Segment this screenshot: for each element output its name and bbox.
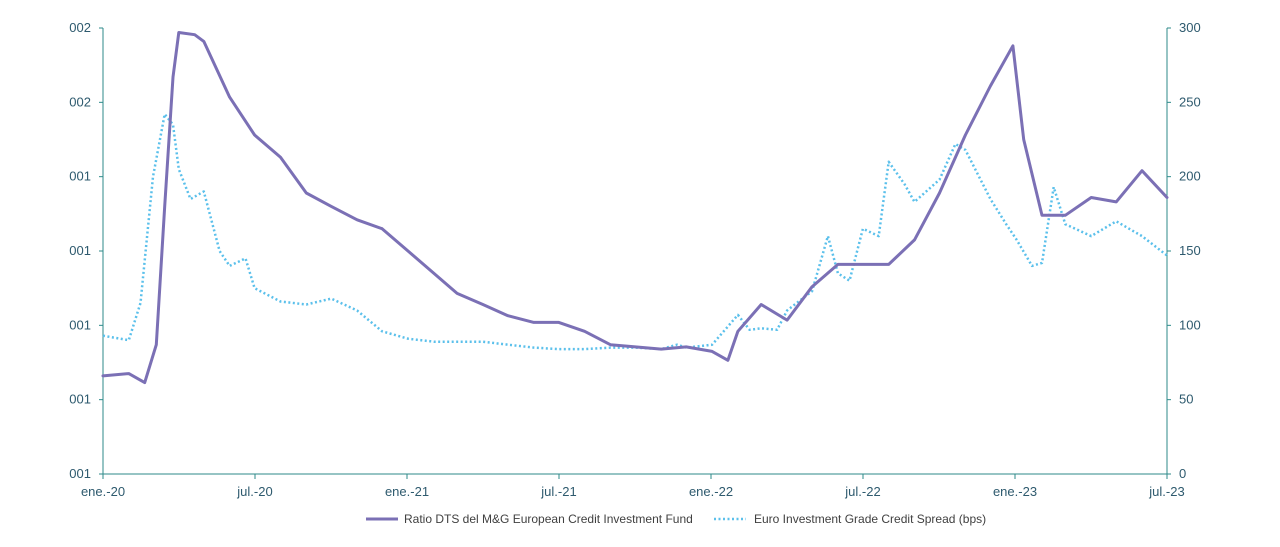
left-tick-label: 001 — [69, 466, 91, 481]
right-tick-label: 100 — [1179, 317, 1201, 332]
right-tick-label: 250 — [1179, 94, 1201, 109]
x-tick-label: jul.-21 — [540, 484, 576, 499]
right-axis-tick-labels: 0 50 100 150 200 250 300 — [1179, 20, 1201, 481]
legend: Ratio DTS del M&G European Credit Invest… — [366, 512, 986, 526]
legend-label-spread: Euro Investment Grade Credit Spread (bps… — [754, 512, 986, 526]
right-tick-label: 150 — [1179, 243, 1201, 258]
right-tick-label: 300 — [1179, 20, 1201, 35]
series-lines — [101, 31, 1169, 385]
x-tick-label: jul.-20 — [236, 484, 272, 499]
legend-label-fund: Ratio DTS del M&G European Credit Invest… — [404, 512, 693, 526]
spread-series-line — [102, 112, 1168, 351]
right-tick-label: 0 — [1179, 466, 1186, 481]
left-tick-label: 001 — [69, 317, 91, 332]
left-tick-label: 002 — [69, 94, 91, 109]
left-axis-tick-labels: 001 001 001 001 001 002 002 — [69, 20, 91, 481]
x-tick-label: ene.-23 — [993, 484, 1037, 499]
left-tick-label: 001 — [69, 169, 91, 184]
axes — [99, 27, 1171, 479]
x-tick-label: ene.-22 — [689, 484, 733, 499]
right-tick-label: 200 — [1179, 169, 1201, 184]
left-tick-label: 001 — [69, 392, 91, 407]
x-tick-label: ene.-21 — [385, 484, 429, 499]
x-tick-label: jul.-23 — [1148, 484, 1184, 499]
fund-series-line — [101, 31, 1169, 385]
left-tick-label: 001 — [69, 243, 91, 258]
right-tick-label: 50 — [1179, 392, 1193, 407]
x-tick-label: jul.-22 — [844, 484, 880, 499]
x-axis-tick-labels: ene.-20 jul.-20 ene.-21 jul.-21 ene.-22 jul.-… — [81, 484, 1185, 499]
x-tick-label: ene.-20 — [81, 484, 125, 499]
left-tick-label: 002 — [69, 20, 91, 35]
